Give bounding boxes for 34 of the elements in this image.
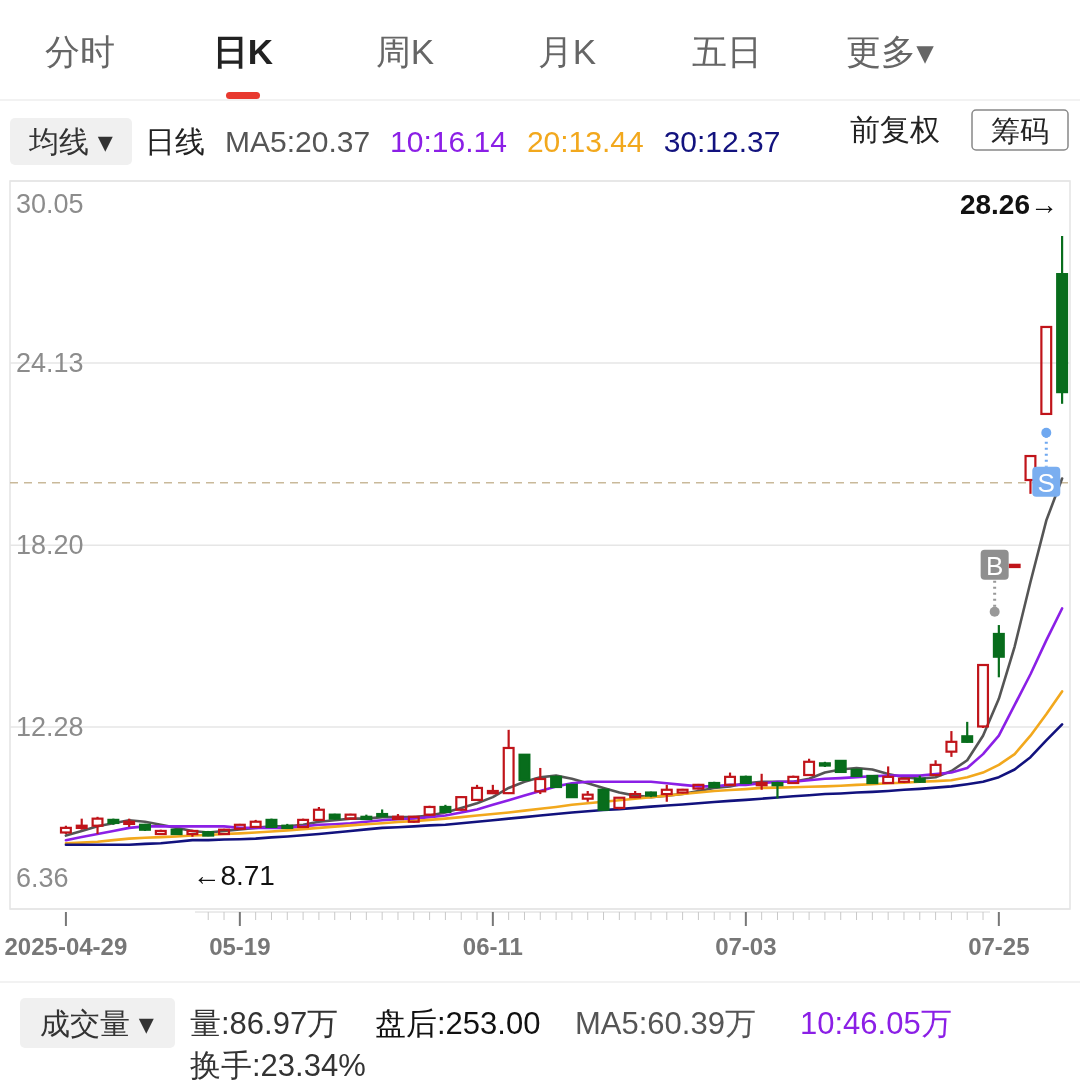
text: 前复权 xyxy=(850,113,940,146)
text: 10:46.05万 xyxy=(800,1006,952,1041)
text: 量:86.97万 xyxy=(190,1006,339,1041)
text: MA5:20.37 xyxy=(225,125,371,158)
text: 成交量 ▾ xyxy=(40,1007,154,1040)
text: 换手:23.34% xyxy=(190,1048,366,1080)
x-tick-label: 05-19 xyxy=(209,933,271,960)
annotation: S xyxy=(1037,467,1055,498)
text: 筹码 xyxy=(991,115,1049,147)
x-tick-label: 07-03 xyxy=(715,933,777,960)
y-tick-label: 18.20 xyxy=(16,530,84,561)
text: 均线 ▾ xyxy=(28,125,113,158)
x-tick-label: 2025-04-29 xyxy=(4,933,128,960)
y-tick-label: 6.36 xyxy=(16,863,69,893)
text: 盘后:253.00 xyxy=(375,1006,541,1041)
annotation: 28.26→ xyxy=(959,189,1058,221)
x-tick-label: 07-25 xyxy=(968,933,1030,960)
annotation: ←8.71 xyxy=(192,859,275,891)
text: 日K xyxy=(212,32,274,71)
x-tick-label: 06-11 xyxy=(462,933,523,960)
text: 更多▾ xyxy=(846,32,935,71)
annotation: B xyxy=(985,550,1004,581)
text: 20:13.44 xyxy=(526,125,644,158)
y-tick-label: 24.13 xyxy=(16,347,84,378)
text: 月K xyxy=(537,32,597,71)
y-tick-label: 12.28 xyxy=(16,712,84,743)
text: 30:12.37 xyxy=(663,125,781,158)
text: 10:16.14 xyxy=(390,125,507,158)
text: 周K xyxy=(375,32,435,71)
text: 日线 xyxy=(145,125,205,158)
text: 分时 xyxy=(45,32,115,71)
text: MA5:60.39万 xyxy=(575,1006,756,1041)
text: 五日 xyxy=(692,32,762,71)
y-tick-label: 30.05 xyxy=(16,189,84,219)
